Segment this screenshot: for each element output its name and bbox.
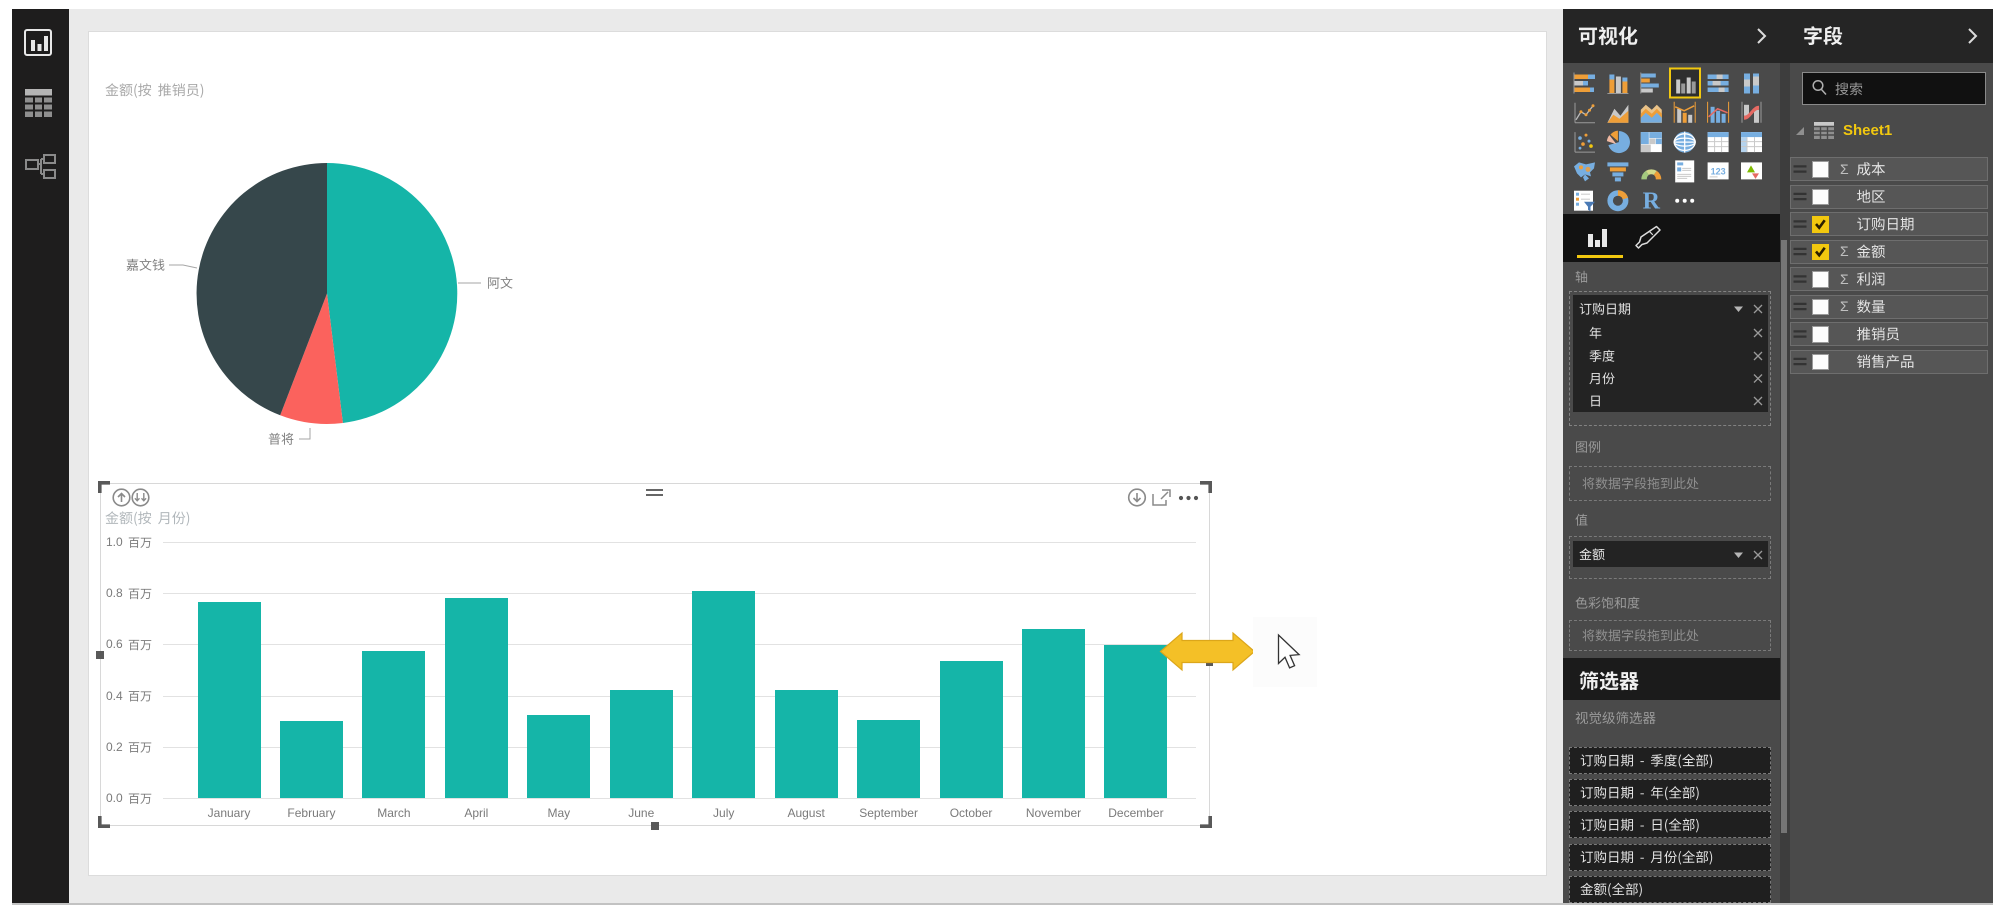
svg-text:R: R xyxy=(1643,189,1661,215)
svg-text:123: 123 xyxy=(1711,166,1726,176)
